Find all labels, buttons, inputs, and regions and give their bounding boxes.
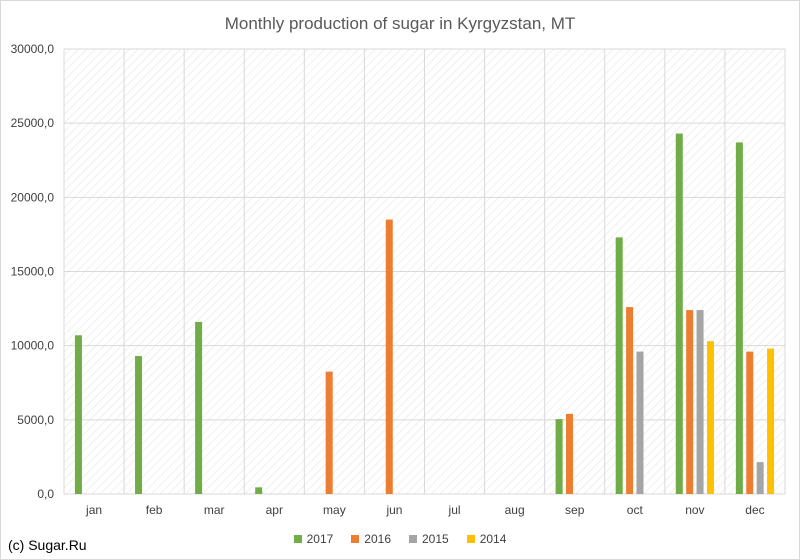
x-tick-label-jul: jul [448,503,461,517]
bar-2015-nov [696,310,704,494]
bar-2017-jan [74,335,82,494]
legend-label: 2015 [422,532,449,546]
bar-2014-dec [767,348,775,494]
legend-item-2017: 2017 [293,532,334,546]
x-tick-label-jan: jan [85,503,102,517]
bar-2016-may [325,371,333,494]
x-tick-label-may: may [323,503,346,517]
chart-title: Monthly production of sugar in Kyrgyzsta… [224,14,576,33]
legend-item-2014: 2014 [466,532,507,546]
y-tick-label: 5000,0 [17,413,54,427]
legend-swatch [293,535,302,543]
y-tick-label: 30000,0 [11,42,55,56]
x-tick-label-mar: mar [204,503,225,517]
legend-label: 2017 [306,532,334,546]
bar-2017-mar [195,321,203,494]
bar-2017-sep [555,419,563,494]
bar-2015-oct [636,351,644,494]
bar-2017-dec [735,142,743,494]
x-tick-label-sep: sep [565,503,585,517]
bar-2017-apr [255,487,263,494]
x-tick-label-aug: aug [505,503,525,517]
x-tick-label-nov: nov [685,503,704,517]
y-tick-label: 20000,0 [11,190,55,204]
legend-swatch [351,535,360,543]
y-tick-label: 25000,0 [11,116,55,130]
x-tick-label-apr: apr [266,503,283,517]
bar-2016-nov [686,310,694,494]
credit-text: (c) Sugar.Ru [8,537,87,553]
legend-label: 2016 [364,532,391,546]
legend-item-2015: 2015 [409,532,449,546]
y-tick-label: 10000,0 [11,339,55,353]
bar-2016-jun [385,219,393,495]
bar-2017-nov [675,133,683,495]
x-tick-label-jun: jun [385,503,402,517]
x-tick-label-oct: oct [627,503,644,517]
bar-2016-dec [746,351,754,494]
legend-label: 2014 [479,532,507,546]
legend: 2017 2016 2015 2014 [0,532,800,546]
bar-2014-nov [706,341,714,494]
x-tick-label-dec: dec [745,503,764,517]
legend-item-2016: 2016 [351,532,391,546]
bar-2015-dec [756,462,764,494]
y-tick-label: 0,0 [37,487,54,501]
bar-2017-feb [135,356,143,494]
bar-2016-oct [626,307,634,494]
bar-2017-oct [615,237,623,494]
legend-swatch [466,535,475,543]
legend-swatch [409,535,417,543]
bar-2016-sep [566,413,574,494]
y-tick-label: 15000,0 [11,265,55,279]
x-tick-label-feb: feb [146,503,163,517]
